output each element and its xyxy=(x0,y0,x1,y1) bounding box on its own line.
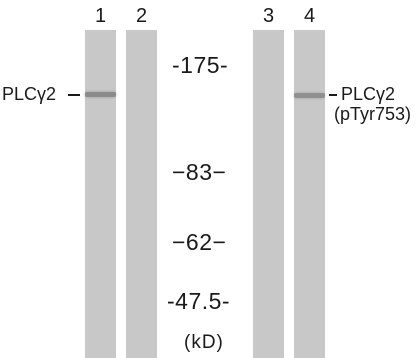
lane-number-4: 4 xyxy=(303,5,316,27)
marker-47-5: -47.5- xyxy=(167,288,231,314)
lane-texture xyxy=(253,30,284,358)
blot-lane-3 xyxy=(253,30,284,358)
protein-band xyxy=(85,92,116,97)
lane-number-2: 2 xyxy=(135,5,148,27)
right-band-sublabel: (pTyr753) xyxy=(334,104,412,124)
marker-83: −83− xyxy=(172,159,227,185)
lane-number-1: 1 xyxy=(94,5,107,27)
marker-62: −62− xyxy=(172,229,227,255)
lane-texture xyxy=(294,30,325,358)
blot-lane-2 xyxy=(126,30,157,358)
blot-lane-1 xyxy=(85,30,116,358)
left-label-tick xyxy=(68,94,80,96)
protein-band xyxy=(294,93,325,98)
right-label-tick xyxy=(329,94,337,96)
marker-175: -175- xyxy=(172,52,229,78)
right-band-label: PLCγ2 xyxy=(341,84,396,104)
unit-label: (kD) xyxy=(184,332,224,353)
left-band-label: PLCγ2 xyxy=(2,84,57,104)
lane-texture xyxy=(85,30,116,358)
lane-texture xyxy=(126,30,157,358)
lane-number-3: 3 xyxy=(262,5,275,27)
blot-lane-4 xyxy=(294,30,325,358)
